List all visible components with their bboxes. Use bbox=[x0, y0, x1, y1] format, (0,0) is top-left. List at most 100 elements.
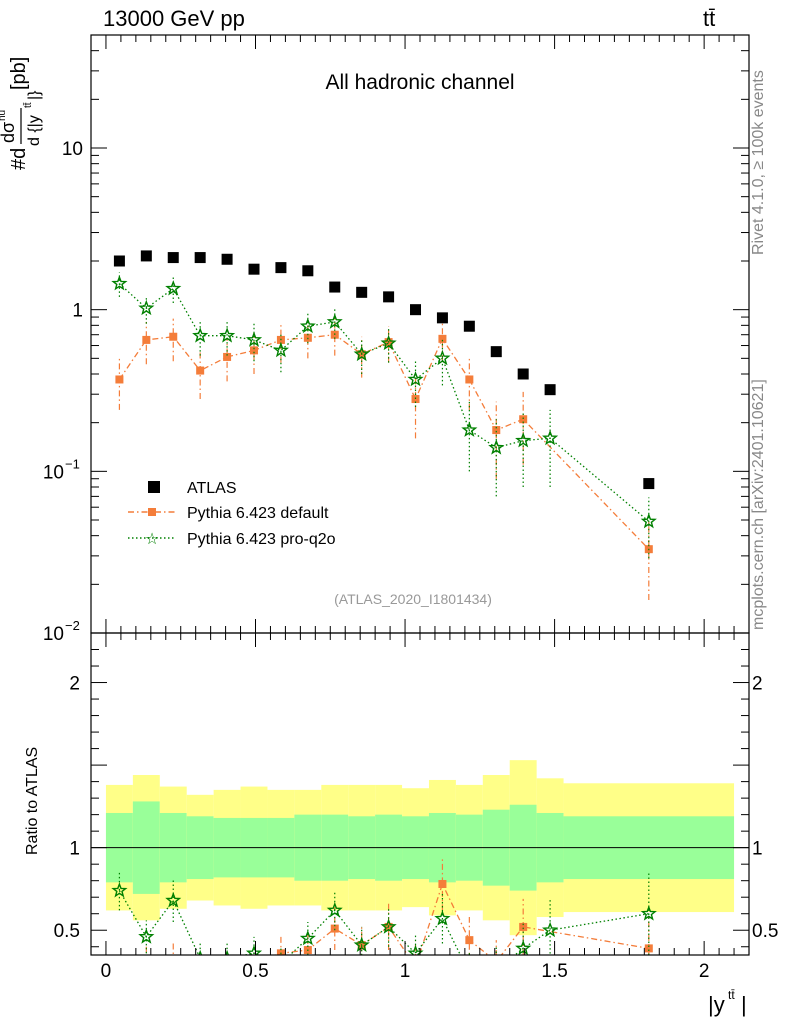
x-tick-label: 1.5 bbox=[541, 961, 567, 982]
proq2o-point bbox=[326, 313, 343, 329]
atlas-point bbox=[167, 252, 179, 264]
proq2o-point bbox=[272, 341, 290, 358]
header-energy: 13000 GeV pp bbox=[103, 6, 245, 31]
ratio-y-label: Ratio to ATLAS bbox=[24, 747, 41, 855]
proq2o-point bbox=[192, 327, 209, 343]
ratio-default-point bbox=[115, 977, 123, 985]
svg-text:[pb]: [pb] bbox=[8, 57, 30, 90]
default-point bbox=[223, 352, 232, 361]
proq2o-point bbox=[165, 280, 182, 296]
atlas-point bbox=[643, 478, 655, 490]
default-point bbox=[465, 375, 474, 384]
y-tick-label: 10 bbox=[62, 139, 83, 160]
ratio-tick-label-right: 0.5 bbox=[752, 921, 778, 942]
proq2o-point bbox=[434, 349, 451, 366]
proq2o-point bbox=[515, 432, 532, 448]
default-point bbox=[411, 395, 420, 404]
ratio-proq2o-point bbox=[299, 929, 316, 946]
default-point bbox=[250, 346, 259, 355]
rivet-label: Rivet 4.1.0, ≥ 100k events bbox=[750, 70, 767, 255]
legend-entry-default: Pythia 6.423 default bbox=[128, 505, 329, 522]
ratio-proq2o-point bbox=[380, 918, 397, 934]
legend-label-proq2o: Pythia 6.423 pro-q2o bbox=[187, 531, 336, 548]
x-tick-label: 1 bbox=[400, 961, 411, 982]
atlas-point bbox=[329, 281, 341, 293]
proq2o-point bbox=[138, 299, 155, 316]
default-point bbox=[142, 335, 151, 344]
atlas-point bbox=[248, 263, 260, 275]
ratio-proq2o-point bbox=[138, 928, 155, 944]
ratio-proq2o-point bbox=[515, 939, 532, 955]
ratio-tick-label-right: 2 bbox=[752, 674, 763, 695]
proq2o-point bbox=[407, 370, 424, 387]
main-plot-area bbox=[111, 250, 657, 601]
ratio-proq2o-point bbox=[165, 892, 182, 908]
mcplots-label: mcplots.cern.ch [arXiv:2401.10621] bbox=[750, 379, 767, 630]
default-point bbox=[519, 415, 528, 424]
atlas-point bbox=[383, 291, 395, 303]
ratio-proq2o-point bbox=[434, 910, 451, 926]
default-point bbox=[169, 332, 178, 341]
atlas-point bbox=[436, 312, 448, 324]
legend-marker-default bbox=[148, 508, 156, 516]
svg-text:#d: #d bbox=[8, 148, 30, 170]
y-tick-label: 10 bbox=[43, 624, 64, 645]
ratio-default-point bbox=[644, 944, 653, 953]
ratio-tick-label: 0.5 bbox=[54, 921, 80, 942]
y-axis-label: #d dσ nu d {|y tt̄ |} [pb] bbox=[0, 57, 43, 170]
ratio-proq2o-point bbox=[280, 954, 281, 955]
svg-text:nu: nu bbox=[0, 110, 8, 121]
svg-text:dσ: dσ bbox=[0, 122, 18, 143]
ratio-default-point bbox=[465, 936, 474, 945]
ratio-tick-label-right: 1 bbox=[752, 839, 763, 860]
svg-text:|}: |} bbox=[26, 90, 43, 100]
svg-text:tt̄: tt̄ bbox=[728, 988, 735, 1002]
proq2o-point bbox=[219, 327, 236, 343]
ratio-default-point bbox=[276, 949, 285, 955]
proq2o-point bbox=[353, 345, 370, 362]
atlas-point bbox=[356, 286, 368, 298]
y-tick-exponent: −2 bbox=[65, 618, 80, 633]
proq2o-point bbox=[640, 512, 657, 529]
atlas-point bbox=[463, 320, 475, 332]
atlas-point bbox=[221, 253, 233, 265]
default-point bbox=[196, 366, 205, 375]
default-point bbox=[492, 426, 501, 435]
ratio-proq2o-point bbox=[542, 921, 559, 938]
x-tick-label: 0 bbox=[101, 961, 112, 982]
default-point bbox=[438, 334, 447, 343]
ratio-plot-area bbox=[111, 857, 657, 985]
ratio-default-point bbox=[519, 922, 528, 931]
ratio-proq2o-point bbox=[353, 936, 370, 953]
ratio-default-point bbox=[142, 959, 150, 967]
atlas-point bbox=[517, 368, 529, 380]
ratio-default-point bbox=[438, 879, 447, 888]
ratio-default-point bbox=[492, 958, 500, 966]
legend-entry-proq2o: ☆ Pythia 6.423 pro-q2o bbox=[128, 531, 336, 548]
atlas-point bbox=[544, 384, 556, 396]
legend-label-default: Pythia 6.423 default bbox=[187, 505, 329, 522]
ratio-tick-label: 1 bbox=[69, 839, 80, 860]
svg-text:tt̄: tt̄ bbox=[22, 102, 34, 108]
default-point bbox=[115, 375, 124, 384]
proq2o-point bbox=[488, 439, 505, 455]
legend: ATLAS Pythia 6.423 default ☆ Pythia 6.42… bbox=[128, 480, 336, 548]
y-tick-label: 1 bbox=[72, 301, 83, 322]
atlas-point bbox=[194, 252, 206, 264]
proq2o-point bbox=[299, 317, 316, 334]
ratio-proq2o-point bbox=[326, 901, 343, 918]
ratio-proq2o-point bbox=[225, 949, 230, 955]
proq2o-point bbox=[111, 275, 128, 291]
atlas-point bbox=[140, 250, 152, 262]
legend-marker-atlas bbox=[148, 481, 160, 493]
ratio-bands bbox=[91, 760, 749, 936]
atlas-point bbox=[410, 304, 422, 316]
ratio-default-point bbox=[412, 963, 420, 971]
ratio-default-point bbox=[330, 924, 339, 933]
atlas-point bbox=[490, 346, 502, 358]
chart-title: All hadronic channel bbox=[325, 71, 514, 94]
atlas-point bbox=[302, 265, 314, 277]
ratio-proq2o-point bbox=[640, 905, 657, 921]
